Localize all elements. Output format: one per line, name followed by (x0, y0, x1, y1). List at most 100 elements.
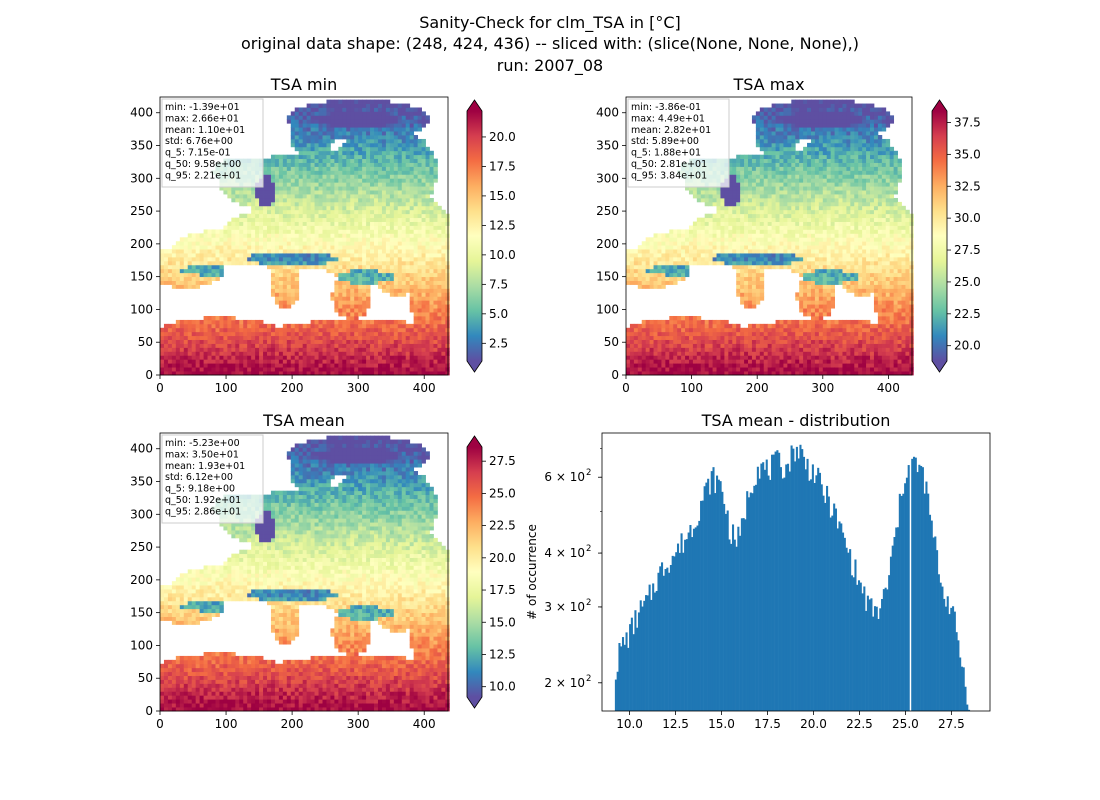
histogram-bar (746, 491, 749, 711)
histogram-bar (822, 495, 825, 711)
histogram: TSA mean - distribution 10.0 12.5 15.0 17.5 2… (525, 411, 991, 731)
histogram-bar (794, 461, 797, 711)
x-tick-label: 100 (215, 717, 238, 731)
x-tick-label: 12.5 (662, 717, 689, 731)
histogram-bar (684, 539, 687, 711)
histogram-bar (902, 493, 905, 711)
y-tick-label: 300 (596, 171, 619, 185)
colorbar-tick-label: 32.5 (954, 179, 981, 193)
histogram-bar (891, 545, 894, 711)
histogram-bar (721, 491, 724, 711)
histogram-bar (731, 524, 735, 711)
histogram-bar (838, 521, 841, 711)
histogram-bar (735, 546, 738, 711)
stats-line: q_95: 2.21e+01 (165, 170, 241, 181)
stats-line: std: 6.76e+00 (165, 136, 233, 147)
histogram-bar (772, 454, 775, 711)
colorbar-tick-label: 7.5 (489, 277, 508, 291)
x-tick-label: 200 (281, 381, 304, 395)
histogram-bar (700, 500, 703, 711)
histogram-bar (776, 450, 779, 711)
histogram-bar (724, 513, 727, 711)
histogram-bar (811, 464, 814, 711)
stats-line: std: 6.12e+00 (165, 472, 233, 483)
histogram-bar (792, 448, 795, 711)
y-axis-label: # of occurrence (525, 524, 539, 620)
histogram-bar (857, 580, 861, 711)
stats-line: max: 2.66e+01 (165, 113, 239, 124)
stats-line: q_5: 9.18e+00 (165, 484, 235, 495)
histogram-bar (639, 600, 642, 711)
histogram-bar (889, 556, 892, 711)
histogram-bar (826, 485, 829, 711)
colorbar-tick-label: 22.5 (954, 307, 981, 321)
histogram-bar (863, 586, 866, 711)
y-tick-exponent: 2 (586, 468, 591, 478)
histogram-bar (843, 537, 846, 711)
histogram-bar (801, 449, 804, 711)
colorbar-tick-label: 20.0 (489, 551, 516, 565)
heatmap-title: TSA min (270, 75, 337, 94)
y-tick-label: 150 (130, 606, 153, 620)
stats-line: q_95: 3.84e+01 (631, 170, 707, 181)
histogram-bar (827, 496, 830, 711)
y-tick-label: 2 × 10 (544, 676, 585, 690)
y-tick-exponent: 2 (586, 598, 591, 608)
histogram-bar (870, 598, 873, 711)
histogram-bar (728, 539, 731, 711)
colorbar-extend-min (467, 361, 482, 372)
stats-box (161, 98, 264, 188)
histogram-bar (875, 606, 878, 711)
histogram-bar (749, 492, 752, 711)
histogram-bar (675, 552, 678, 711)
histogram-bar (877, 618, 880, 711)
histogram-bar (795, 446, 798, 711)
axes-frame (601, 432, 991, 712)
y-tick-label: 4 × 10 (544, 546, 585, 560)
colorbar-frame (466, 99, 483, 373)
histogram-bar (806, 458, 809, 711)
histogram-bar (742, 518, 745, 711)
histogram-bar (664, 569, 667, 711)
histogram-bar (703, 486, 706, 711)
y-tick-label: 150 (596, 270, 619, 284)
histogram-bar (643, 600, 646, 711)
histogram-bar (815, 475, 818, 711)
histogram-bar (614, 679, 617, 711)
histogram-bar (914, 457, 917, 711)
histogram-bar (740, 518, 743, 711)
y-tick-label: 250 (130, 204, 153, 218)
histogram-bar (840, 523, 843, 711)
axes-frame (625, 96, 913, 376)
histogram-bar (849, 549, 852, 711)
histogram-bar (708, 494, 711, 711)
heatmap-tsa-min: TSA min 0 100 200 300 400 0 50 100 150 200 250 300 35… (130, 75, 516, 395)
colorbar-tick-label: 20.0 (954, 339, 981, 353)
x-tick-label: 400 (877, 381, 900, 395)
colorbar-tick-label: 2.5 (489, 336, 508, 350)
y-tick-label: 200 (596, 237, 619, 251)
histogram-bar (629, 624, 632, 711)
histogram-bar (921, 467, 924, 711)
histogram-bar (817, 467, 820, 711)
histogram-bar (767, 475, 770, 711)
histogram-bar (763, 469, 767, 711)
histogram-bar (714, 493, 717, 711)
axes-frame (159, 432, 449, 712)
figure-title-line1: Sanity-Check for clm_TSA in [°C] (419, 13, 681, 32)
stats-box (627, 98, 730, 188)
histogram-bar (898, 493, 901, 711)
histogram-bar (762, 462, 765, 711)
histogram-bar (918, 464, 921, 711)
x-tick-label: 200 (746, 381, 769, 395)
histogram-bar (765, 459, 768, 711)
y-tick-label: 50 (138, 335, 153, 349)
histogram-bar (893, 537, 896, 711)
histogram-bar (856, 584, 859, 711)
histogram-bar (937, 574, 940, 711)
y-tick-label: 400 (130, 442, 153, 456)
stats-line: mean: 1.10e+01 (165, 125, 245, 136)
histogram-bar (852, 577, 855, 711)
y-tick-label: 200 (130, 573, 153, 587)
